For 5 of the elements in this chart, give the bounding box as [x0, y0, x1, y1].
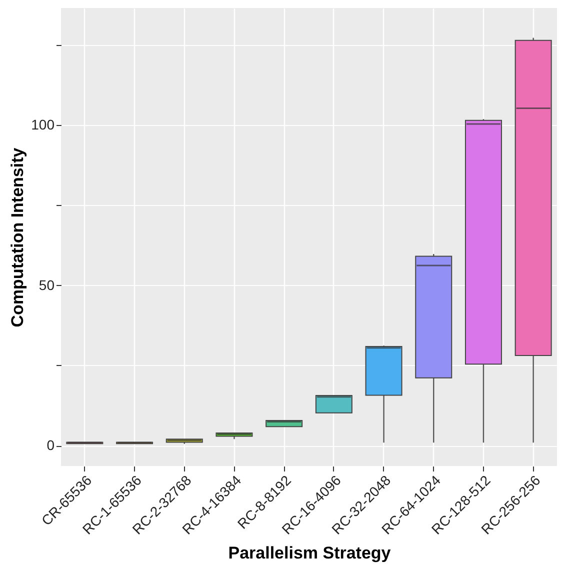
y-tick-label: 0 [46, 437, 55, 453]
x-axis-title: Parallelism Strategy [228, 543, 392, 562]
y-axis-title: Computation Intensity [8, 147, 28, 328]
y-tick-label: 50 [38, 276, 55, 293]
y-tick-label: 100 [31, 116, 55, 133]
